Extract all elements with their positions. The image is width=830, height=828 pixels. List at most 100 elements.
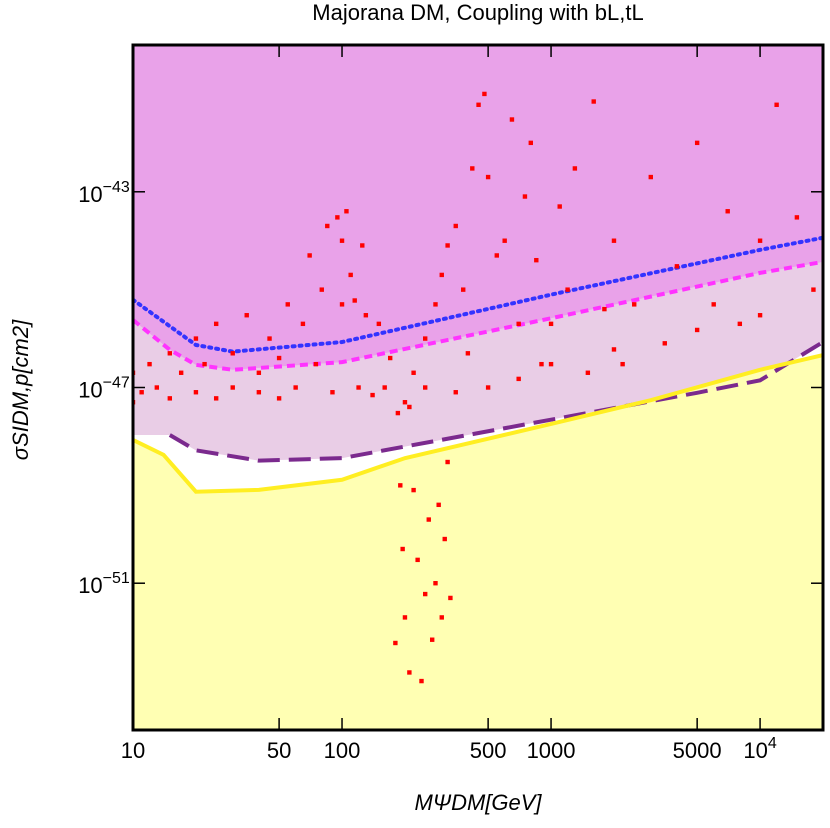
point — [548, 321, 554, 327]
point — [516, 321, 521, 327]
point — [167, 351, 173, 356]
point — [363, 313, 369, 318]
y-tick-label: 10−51 — [78, 570, 130, 598]
point — [794, 215, 800, 220]
x-axis-label: MΨDM[GeV] — [414, 790, 542, 815]
point — [319, 287, 324, 292]
point — [436, 502, 441, 508]
point — [757, 313, 763, 318]
x-tick-label: 10 — [121, 738, 145, 763]
regions — [133, 45, 823, 730]
limit-curve — [168, 340, 823, 463]
point — [213, 321, 219, 327]
point — [167, 396, 173, 401]
point — [213, 396, 219, 401]
point — [485, 174, 491, 180]
point — [453, 390, 458, 395]
x-tick-label: 500 — [470, 738, 507, 763]
point — [370, 392, 375, 398]
point — [711, 302, 716, 307]
point — [202, 361, 207, 367]
point — [415, 557, 420, 563]
point — [662, 341, 667, 346]
curves — [133, 235, 823, 494]
point — [400, 546, 405, 552]
point — [565, 287, 570, 292]
point — [528, 140, 533, 146]
point — [407, 404, 412, 410]
point — [737, 321, 743, 327]
point — [267, 336, 272, 341]
point — [313, 361, 319, 367]
point — [339, 302, 345, 307]
point — [356, 385, 361, 390]
limit-curve — [133, 259, 823, 372]
limit-curve — [133, 235, 823, 354]
point — [694, 140, 700, 146]
point — [439, 272, 444, 278]
axes: 10 50 100 500 1000 5000 104 10−43 10−47 10−51 — [78, 45, 823, 763]
point — [154, 385, 160, 390]
point — [230, 385, 235, 390]
point — [534, 257, 539, 263]
point — [774, 102, 779, 107]
point — [476, 102, 481, 107]
point — [516, 376, 521, 382]
point — [419, 678, 424, 684]
y-tick-label: 10−47 — [78, 375, 130, 403]
point — [285, 302, 290, 307]
point — [811, 287, 816, 292]
point — [352, 298, 357, 303]
point — [256, 390, 262, 395]
point — [193, 390, 199, 395]
point — [632, 302, 637, 307]
limit-curve — [133, 353, 823, 494]
point — [376, 321, 382, 327]
point — [330, 390, 335, 395]
point — [470, 166, 475, 171]
point — [393, 640, 398, 646]
point — [423, 336, 428, 341]
point — [585, 370, 591, 375]
point — [411, 487, 416, 493]
point — [620, 361, 625, 367]
point — [445, 459, 450, 465]
point — [611, 347, 617, 352]
point — [300, 321, 306, 327]
point — [429, 637, 435, 642]
point — [448, 595, 453, 601]
point — [276, 396, 282, 401]
x-tick-label: 1000 — [527, 738, 576, 763]
point — [725, 209, 730, 214]
point — [402, 615, 408, 620]
point — [348, 272, 353, 278]
point — [307, 253, 312, 258]
point — [147, 361, 152, 367]
point — [465, 351, 471, 356]
point — [433, 581, 438, 586]
point — [482, 91, 487, 97]
point — [591, 99, 596, 104]
point — [548, 361, 554, 367]
point — [335, 215, 340, 220]
point — [445, 243, 450, 248]
point — [244, 313, 249, 318]
point — [344, 209, 349, 214]
point — [557, 204, 562, 209]
point — [325, 223, 330, 229]
point — [339, 238, 345, 243]
point — [439, 615, 444, 620]
point — [230, 351, 235, 356]
point — [276, 355, 282, 361]
point — [387, 355, 393, 361]
point — [293, 385, 298, 390]
x-tick-label: 100 — [324, 738, 361, 763]
point — [757, 238, 763, 243]
point — [602, 306, 607, 312]
point — [193, 336, 199, 341]
point — [611, 238, 617, 243]
point — [382, 385, 387, 390]
point — [674, 264, 680, 269]
point — [395, 410, 401, 416]
